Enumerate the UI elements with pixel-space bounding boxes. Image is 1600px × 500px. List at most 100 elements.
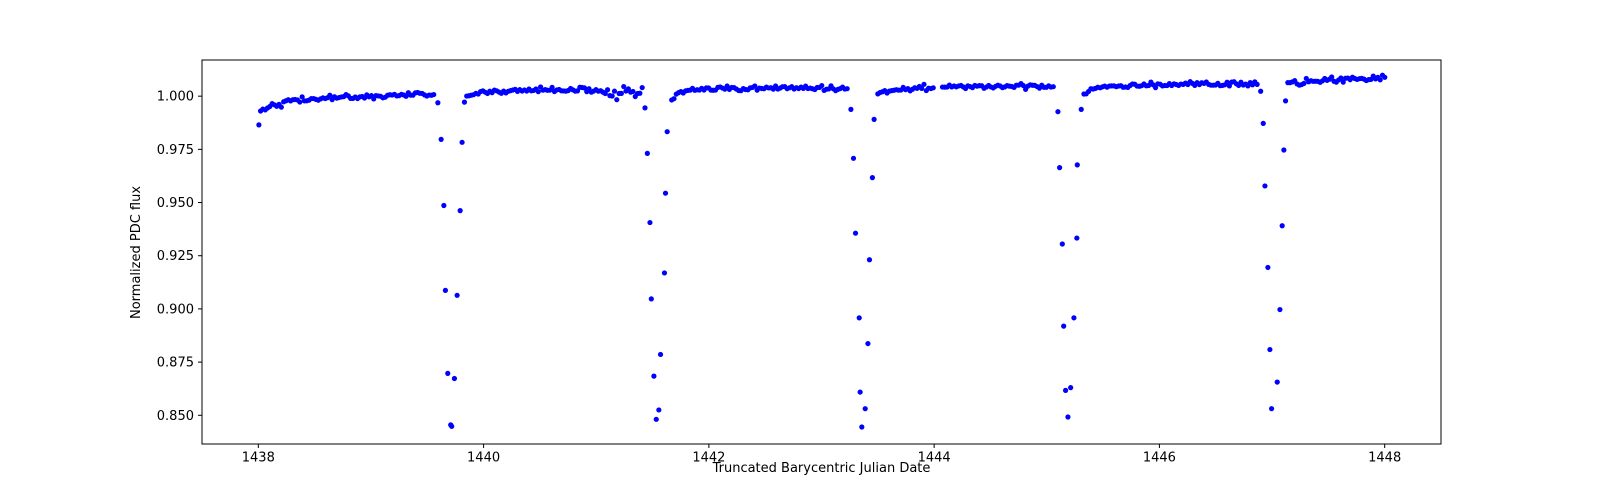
data-point (614, 97, 620, 103)
data-points-group (256, 72, 1388, 430)
data-point (656, 407, 662, 413)
data-point (648, 296, 654, 302)
data-point (664, 129, 670, 135)
data-point (844, 86, 850, 92)
data-point (297, 99, 303, 105)
data-point (454, 292, 460, 298)
data-point (1274, 379, 1280, 385)
data-point (1224, 79, 1230, 85)
axes-frame (201, 59, 1442, 445)
data-point (1068, 385, 1074, 391)
data-point (581, 85, 588, 91)
data-point (1061, 323, 1067, 329)
data-point (449, 423, 455, 429)
data-point (1382, 74, 1388, 80)
y-tick-label: 1.000 (157, 90, 194, 105)
data-point (1258, 88, 1264, 94)
data-point (1020, 82, 1026, 89)
data-point (461, 99, 468, 105)
data-point (549, 84, 555, 90)
data-point (848, 106, 854, 112)
x-axis-label: Truncated Barycentric Julian Date (712, 461, 931, 476)
data-point (1254, 81, 1260, 87)
data-point (850, 155, 857, 161)
y-tick-label: 0.875 (157, 356, 194, 371)
data-point (1279, 223, 1285, 229)
data-point (457, 208, 463, 214)
data-point (278, 104, 284, 110)
data-point (856, 315, 862, 321)
data-point (639, 84, 645, 91)
data-point (445, 370, 451, 376)
data-point (1340, 79, 1346, 85)
data-point (256, 122, 262, 128)
data-point (1062, 387, 1069, 393)
data-point (653, 416, 659, 422)
data-point (1267, 346, 1273, 353)
data-point (459, 139, 465, 145)
data-point (618, 90, 625, 97)
data-point (621, 83, 627, 90)
data-point (1059, 241, 1065, 247)
data-point (752, 83, 758, 89)
y-tick-label: 0.925 (157, 249, 194, 264)
data-point (602, 90, 608, 97)
y-axis-label: Normalized PDC flux (129, 185, 144, 319)
data-point (604, 87, 611, 93)
y-tick-label: 0.850 (157, 409, 194, 424)
data-point (647, 219, 653, 226)
data-point (1065, 414, 1071, 420)
x-tick-label: 1446 (1143, 451, 1176, 466)
data-point (1301, 80, 1307, 86)
data-point (1071, 315, 1077, 321)
data-point (651, 373, 657, 379)
data-point (609, 93, 615, 99)
data-point (642, 105, 648, 111)
data-point (327, 92, 333, 98)
data-point (930, 85, 936, 91)
data-point (662, 190, 669, 196)
data-point (1262, 183, 1268, 189)
data-point (644, 150, 650, 156)
data-point (1078, 106, 1084, 112)
data-point (671, 96, 677, 102)
data-point (1057, 165, 1063, 171)
data-point (431, 91, 437, 98)
data-point (1074, 162, 1080, 168)
data-point (1226, 83, 1233, 89)
data-point (1055, 109, 1061, 115)
data-point (852, 230, 859, 236)
data-point (299, 94, 305, 100)
data-point (1152, 85, 1159, 91)
data-point (869, 175, 876, 181)
y-tick-label: 0.950 (157, 196, 194, 211)
x-tick-label: 1442 (692, 451, 725, 466)
data-point (1277, 306, 1283, 313)
data-point (1282, 98, 1289, 104)
data-point (865, 340, 871, 347)
data-point (859, 424, 865, 430)
data-point (630, 88, 636, 95)
data-point (1338, 75, 1344, 81)
data-point (871, 116, 877, 122)
data-point (535, 89, 541, 95)
data-point (442, 287, 449, 293)
data-point (611, 88, 618, 94)
data-point (921, 81, 927, 87)
data-point (919, 85, 925, 92)
y-tick-label: 0.900 (157, 302, 194, 317)
data-point (857, 389, 863, 395)
x-tick-label: 1438 (242, 451, 275, 466)
data-point (1329, 74, 1335, 80)
data-point (1260, 120, 1266, 126)
data-point (451, 375, 458, 382)
data-point (657, 351, 664, 358)
x-tick-label: 1448 (1368, 451, 1401, 466)
y-tick-label: 0.975 (157, 143, 194, 158)
data-point (1268, 406, 1275, 412)
x-tick-label: 1440 (467, 451, 500, 466)
data-point (441, 202, 447, 209)
data-point (1281, 147, 1287, 153)
